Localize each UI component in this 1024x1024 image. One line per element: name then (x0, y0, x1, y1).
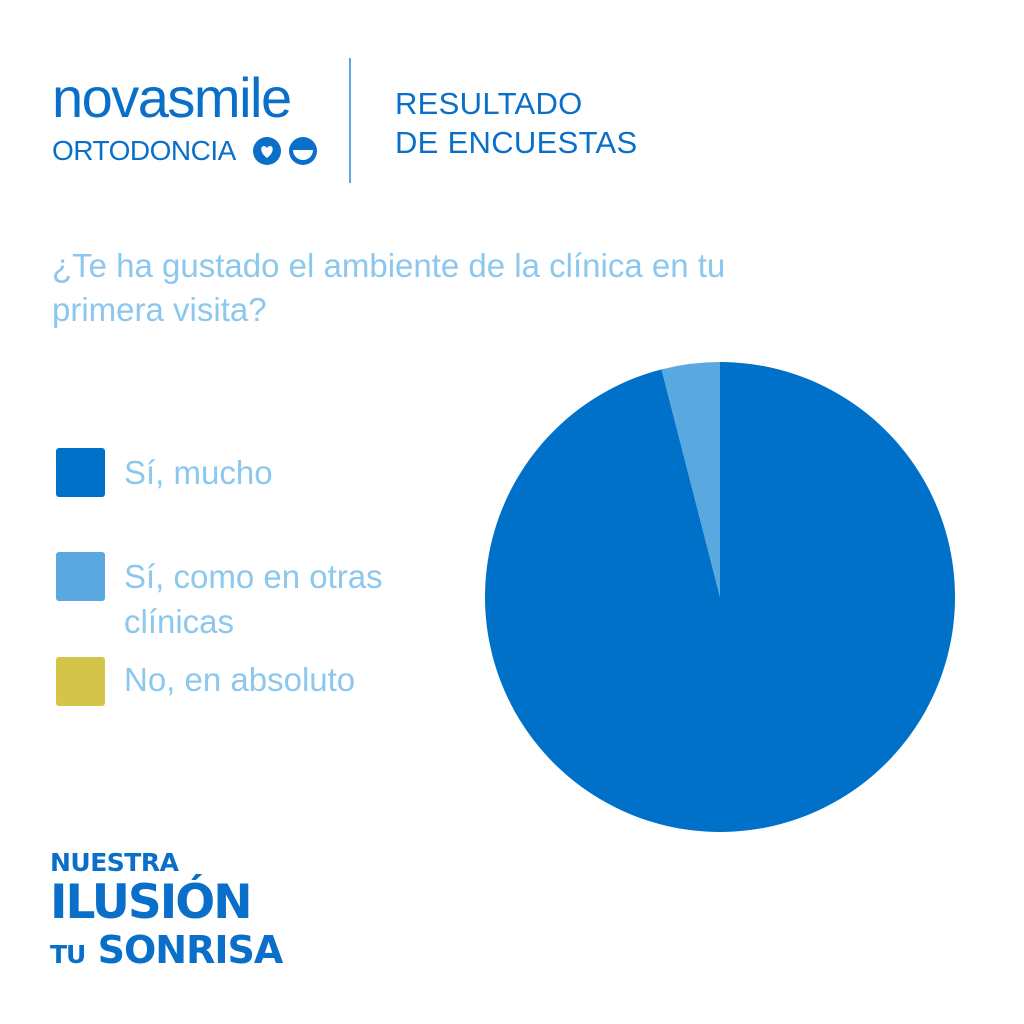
legend-swatch (56, 448, 105, 497)
heart-icon (252, 137, 281, 165)
brand-subtitle: ORTODONCIA (52, 135, 236, 166)
legend-label: Sí, mucho (124, 454, 273, 491)
pie-slice-1 (661, 362, 720, 597)
slogan-line3: TU SONRISA (50, 928, 284, 977)
legend-swatch (56, 657, 105, 706)
header-title-line1: RESULTADO (395, 86, 583, 121)
slogan: NUESTRA ILUSIÓN TU SONRISA (50, 848, 284, 977)
legend-swatch (56, 552, 105, 601)
brand-marks (252, 136, 318, 166)
legend-label: Sí, como en otras clínicas (124, 558, 383, 640)
legend-label: No, en absoluto (124, 661, 356, 698)
slogan-line3-b: SONRISA (97, 928, 284, 972)
slogan-line2: ILUSIÓN (50, 875, 253, 930)
brand-logo: novasmile ORTODONCIA (52, 70, 318, 166)
slogan-line1: NUESTRA (50, 848, 179, 877)
pie-slice-0 (484, 362, 955, 832)
smile-icon (288, 137, 317, 165)
slogan-line3-a: TU (50, 940, 86, 969)
brand-subtitle-row: ORTODONCIA (52, 136, 318, 166)
header-divider (349, 58, 351, 183)
header-title-line2: DE ENCUESTAS (395, 125, 638, 160)
survey-question: ¿Te ha gustado el ambiente de la clínica… (52, 247, 726, 328)
brand-name: novasmile (52, 66, 292, 129)
header-title: RESULTADO DE ENCUESTAS (395, 84, 637, 162)
